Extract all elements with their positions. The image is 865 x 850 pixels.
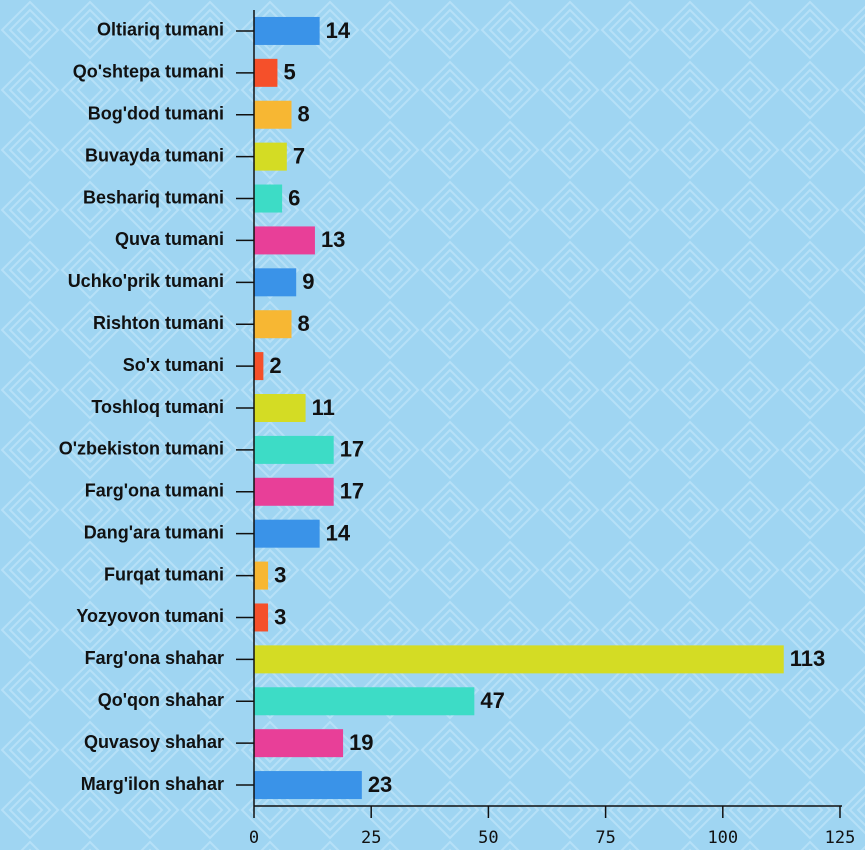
- value-label: 47: [480, 688, 504, 713]
- bar: [254, 268, 297, 297]
- bar: [254, 645, 784, 674]
- value-label: 5: [283, 60, 295, 85]
- x-tick-label: 125: [825, 828, 856, 848]
- value-label: 3: [274, 562, 286, 587]
- bar: [254, 729, 344, 758]
- bar: [254, 142, 287, 171]
- x-tick-label: 25: [361, 828, 381, 848]
- category-label: Qo'qon shahar: [98, 690, 224, 710]
- value-label: 3: [274, 604, 286, 629]
- category-label: Toshloq tumani: [91, 397, 224, 417]
- bar: [254, 519, 320, 548]
- bar: [254, 687, 475, 716]
- value-label: 113: [790, 646, 826, 671]
- category-label: Uchko'prik tumani: [68, 271, 224, 291]
- category-label: Rishton tumani: [93, 313, 224, 333]
- bar: [254, 226, 315, 255]
- category-label: Farg'ona tumani: [85, 481, 224, 501]
- bar: [254, 435, 334, 464]
- bar: [254, 394, 306, 422]
- value-label: 6: [288, 185, 300, 210]
- value-label: 14: [326, 18, 351, 43]
- bar: [254, 100, 292, 129]
- x-tick-label: 50: [478, 828, 498, 848]
- category-label: Beshariq tumani: [83, 187, 224, 207]
- bar: [254, 310, 292, 339]
- category-label: Farg'ona shahar: [85, 648, 224, 668]
- bar: [254, 771, 362, 800]
- bar: [254, 603, 269, 632]
- bar: [254, 561, 269, 590]
- value-label: 19: [349, 730, 373, 755]
- category-label: So'x tumani: [123, 355, 224, 375]
- bar: [254, 352, 264, 381]
- bar: [254, 477, 334, 506]
- category-label: Qo'shtepa tumani: [73, 62, 224, 82]
- category-label: Bog'dod tumani: [88, 103, 224, 123]
- bar: [254, 184, 283, 213]
- category-label: Marg'ilon shahar: [81, 774, 224, 794]
- bar: [254, 58, 278, 87]
- value-label: 11: [312, 395, 335, 420]
- category-label: Furqat tumani: [104, 564, 224, 584]
- category-label: Buvayda tumani: [85, 145, 224, 165]
- value-label: 23: [368, 772, 392, 797]
- bar: [254, 16, 320, 45]
- x-tick-label: 0: [249, 828, 259, 848]
- value-label: 17: [340, 437, 364, 462]
- category-label: Yozyovon tumani: [76, 606, 224, 626]
- value-label: 8: [298, 311, 310, 336]
- x-tick-label: 100: [707, 828, 738, 848]
- value-label: 2: [269, 353, 281, 378]
- value-label: 7: [293, 143, 305, 168]
- category-label: Dang'ara tumani: [84, 522, 224, 542]
- value-label: 9: [302, 269, 314, 294]
- category-label: Quva tumani: [115, 229, 224, 249]
- value-label: 8: [298, 102, 310, 127]
- category-label: Oltiariq tumani: [97, 20, 224, 40]
- x-tick-label: 75: [595, 828, 615, 848]
- value-label: 13: [321, 227, 345, 252]
- category-label: O'zbekiston tumani: [59, 439, 224, 459]
- value-label: 17: [340, 479, 364, 504]
- category-label: Quvasoy shahar: [84, 732, 224, 752]
- value-label: 14: [326, 520, 351, 545]
